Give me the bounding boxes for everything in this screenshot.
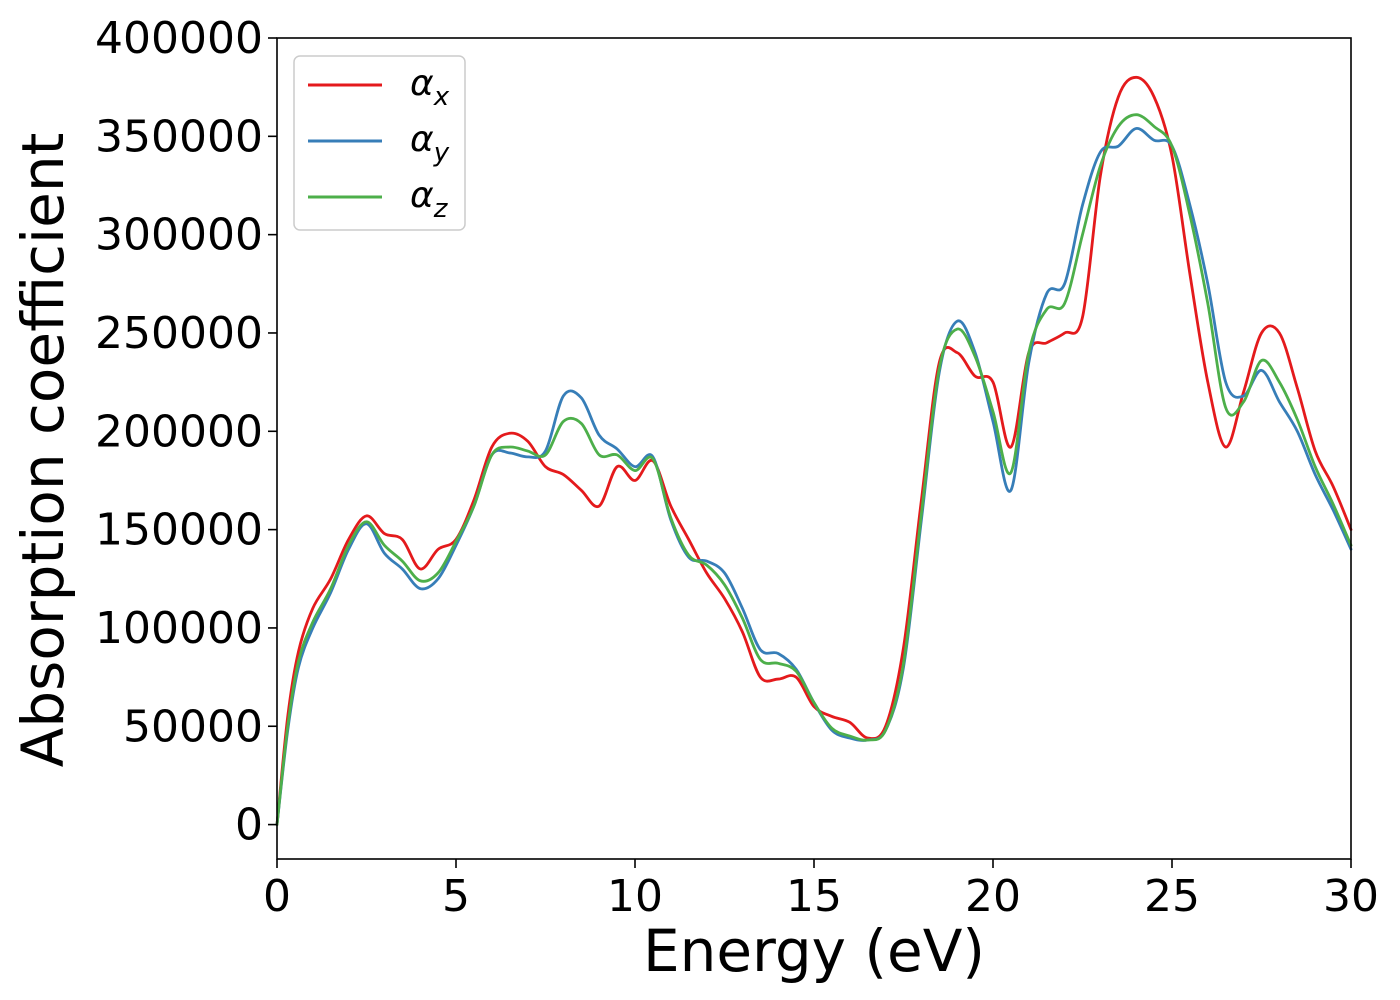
legend-items: αx αy αz — [308, 63, 450, 224]
y-tick-label: 0 — [235, 800, 263, 851]
x-axis-ticks: 0 5 10 15 20 25 30 — [263, 859, 1379, 922]
y-tick-label: 150000 — [95, 505, 263, 556]
x-tick-label: 20 — [965, 871, 1021, 922]
y-tick-label: 300000 — [95, 210, 263, 261]
x-tick-label: 30 — [1323, 871, 1379, 922]
legend-label-x: αx — [410, 63, 450, 112]
legend-label-y: αy — [410, 119, 450, 168]
y-tick-label: 200000 — [95, 406, 263, 457]
series-line-x — [275, 75, 1353, 826]
x-tick-label: 10 — [607, 871, 663, 922]
y-tick-label: 250000 — [95, 308, 263, 359]
y-axis-title: Absorption coefficient — [9, 133, 77, 768]
x-tick-label: 25 — [1144, 871, 1200, 922]
y-tick-label: 350000 — [95, 111, 263, 162]
series-layer — [275, 75, 1353, 826]
legend-label-z: αz — [410, 175, 449, 224]
x-tick-label: 0 — [263, 871, 291, 922]
legend-box — [293, 55, 466, 231]
y-tick-label: 50000 — [123, 701, 263, 752]
y-axis-ticks: 0 50000 100000 150000 200000 250000 300000 3500… — [95, 13, 277, 851]
y-tick-label: 100000 — [95, 603, 263, 654]
series-line-y — [275, 127, 1353, 826]
series-line-z — [275, 113, 1353, 826]
x-tick-label: 15 — [786, 871, 842, 922]
x-tick-label: 5 — [442, 871, 470, 922]
x-axis-title: Energy (eV) — [643, 917, 985, 985]
legend: αx αy αz — [293, 55, 466, 231]
y-tick-label: 400000 — [95, 13, 263, 64]
